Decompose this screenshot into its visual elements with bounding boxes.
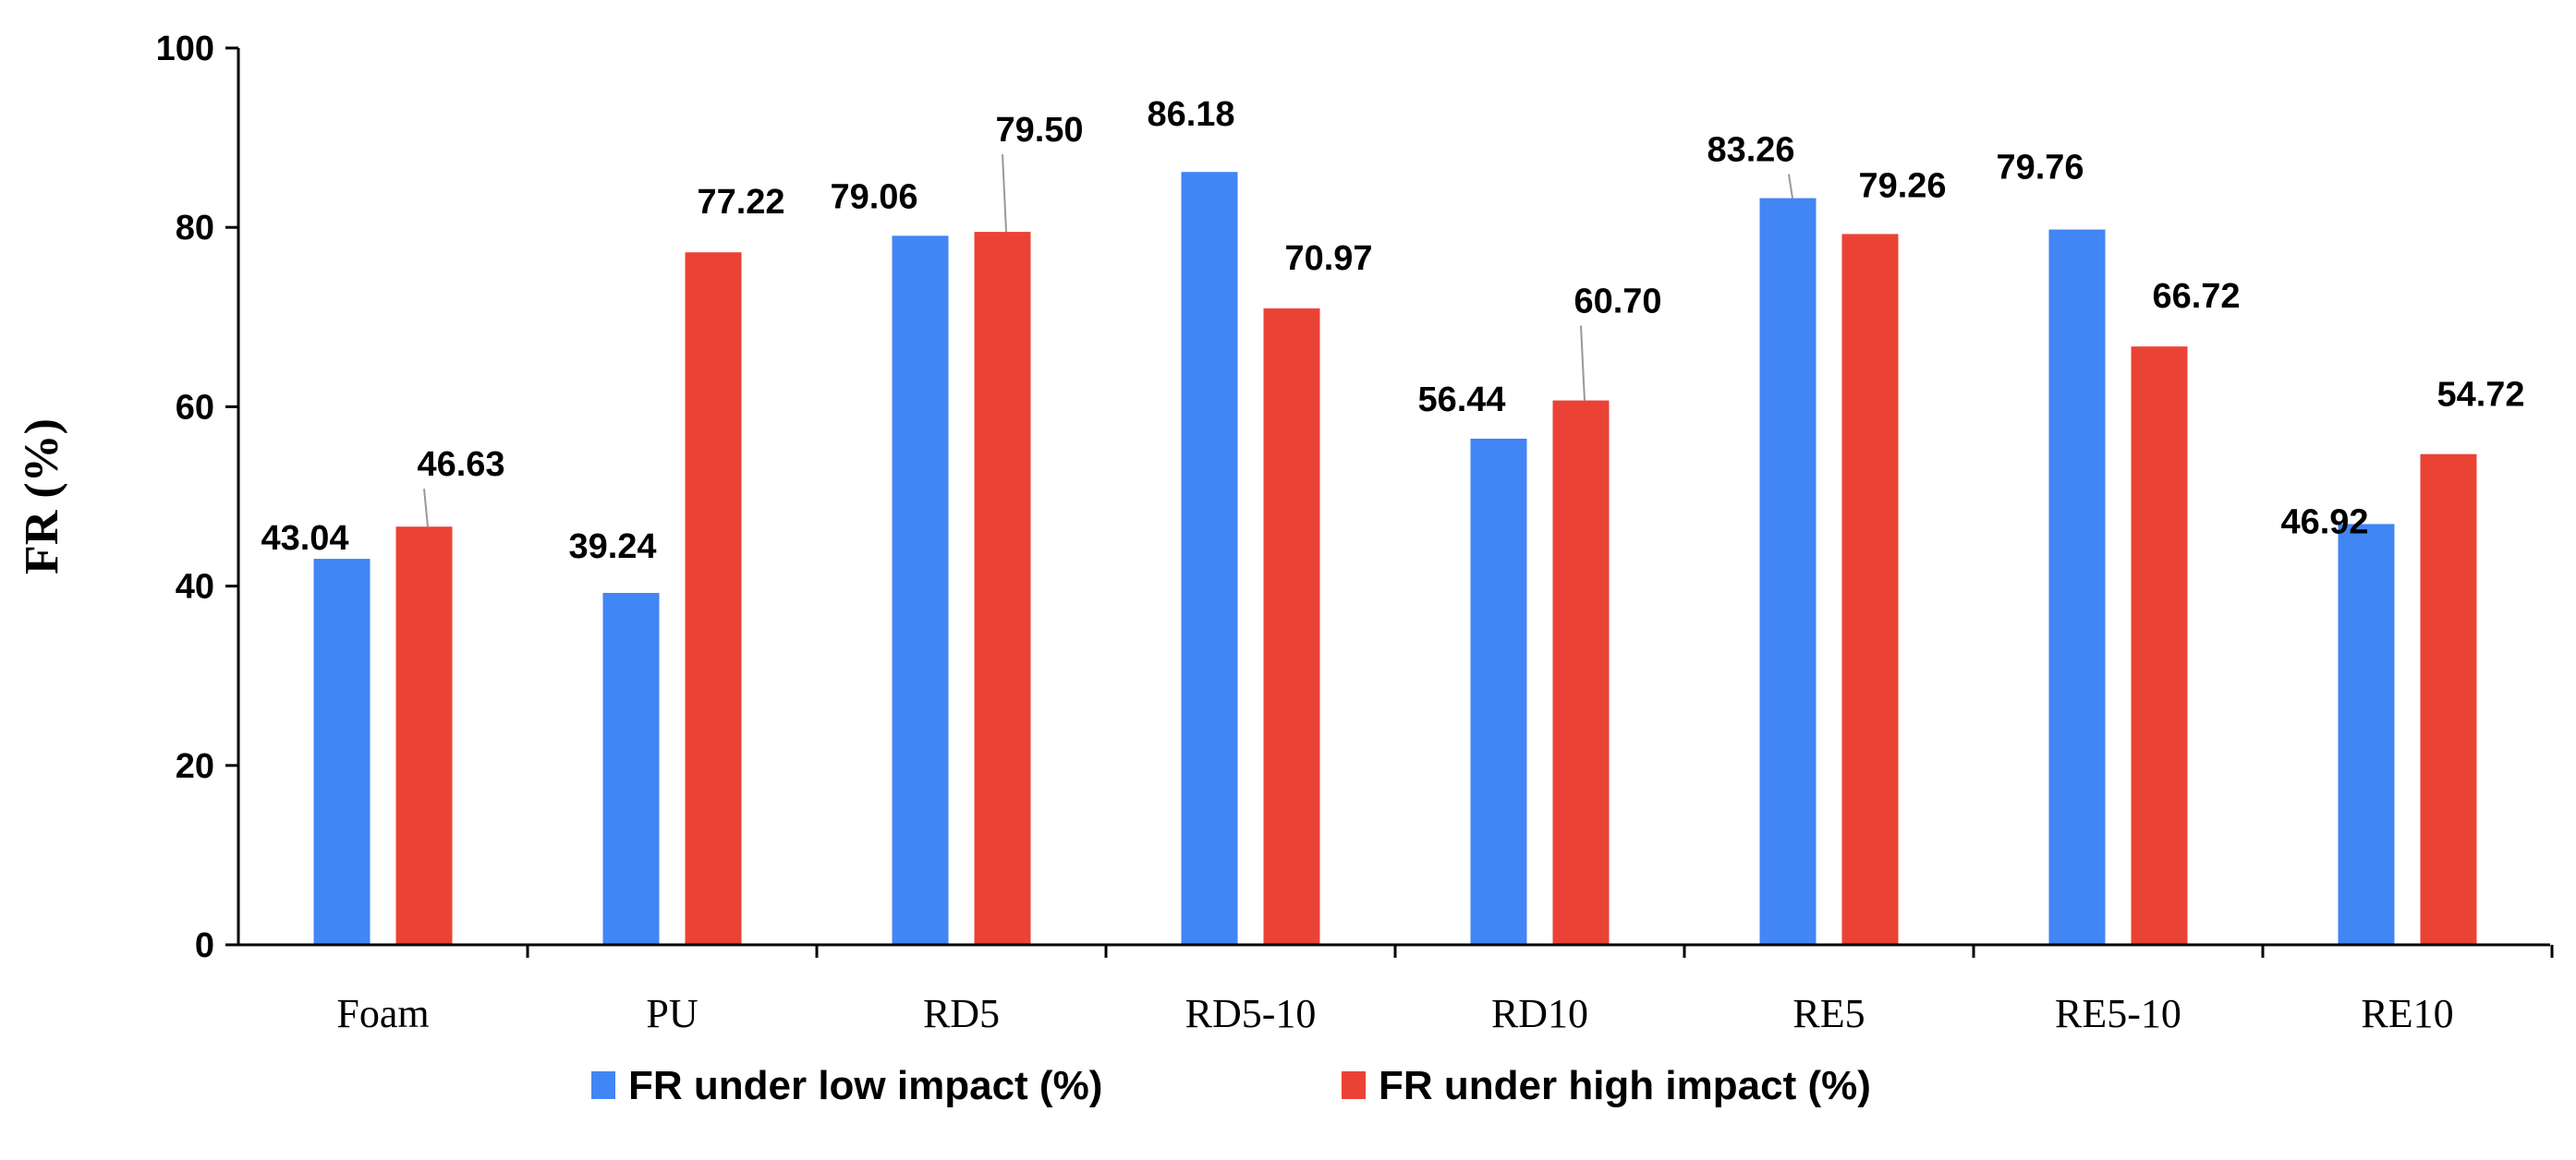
data-label-high-rd10: 60.70: [1574, 283, 1661, 321]
data-label-low-rd10: 56.44: [1417, 381, 1505, 419]
leader-lines-layer: [423, 154, 1793, 527]
legend-swatch-low: [591, 1071, 615, 1099]
x-tick-label: Foam: [336, 991, 429, 1036]
data-label-high-re5: 79.26: [1858, 166, 1946, 205]
data-label-high-foam: 46.63: [417, 445, 504, 484]
legend-label-low: FR under low impact (%): [628, 1063, 1102, 1108]
data-label-low-rd5-10: 86.18: [1147, 95, 1234, 134]
bar-high-pu: [685, 252, 742, 945]
legend: FR under low impact (%) FR under high imp…: [591, 1063, 1871, 1108]
bar-high-re5: [1841, 234, 1899, 946]
data-label-high-rd5-10: 70.97: [1284, 239, 1372, 278]
bars-layer: [313, 172, 2477, 946]
x-tick-label: RD10: [1491, 991, 1588, 1036]
x-tick-label: RD5: [923, 991, 1000, 1036]
bar-high-re10: [2420, 453, 2477, 945]
bar-low-rd5: [892, 236, 949, 945]
y-tick-label: 60: [176, 388, 214, 427]
x-tick-label: RD5-10: [1185, 991, 1317, 1036]
data-labels-layer: 43.04 46.63 39.24 77.22 79.06 79.50 86.18 70.97…: [261, 95, 2524, 566]
y-tick-label: 40: [176, 568, 214, 607]
data-label-high-pu: 77.22: [697, 183, 784, 222]
y-tick-label: 100: [156, 30, 214, 68]
bar-low-pu: [602, 592, 660, 945]
data-label-low-rd5: 79.06: [830, 177, 917, 216]
y-tick-label: 0: [195, 926, 214, 965]
data-label-low-re10: 46.92: [2280, 502, 2368, 541]
bar-high-foam: [395, 526, 453, 945]
leader-line-high-rd5: [1002, 154, 1007, 233]
leader-line-high-foam: [423, 489, 429, 527]
y-axis-label: FR (%): [16, 418, 68, 574]
data-label-high-re10: 54.72: [2436, 376, 2524, 415]
bar-low-re5-10: [2048, 229, 2106, 945]
leader-line-high-rd10: [1580, 325, 1586, 401]
bar-high-rd5-10: [1263, 308, 1320, 945]
leader-line-low-re5: [1788, 174, 1793, 199]
x-tick-label: RE10: [2361, 991, 2453, 1036]
y-tick-label: 80: [176, 209, 214, 248]
bar-low-foam: [313, 559, 371, 945]
x-tick-label: RE5-10: [2055, 991, 2181, 1036]
bar-low-re5: [1759, 198, 1817, 945]
bar-low-rd5-10: [1181, 172, 1238, 945]
x-tick-label: PU: [646, 991, 698, 1036]
legend-swatch-high: [1342, 1071, 1366, 1099]
bar-low-rd10: [1470, 438, 1527, 945]
data-label-low-foam: 43.04: [261, 519, 348, 558]
data-label-high-re5-10: 66.72: [2152, 277, 2240, 316]
y-tick-label: 20: [176, 747, 214, 786]
bar-low-re10: [2338, 524, 2395, 945]
data-label-low-re5-10: 79.76: [1996, 149, 2084, 187]
data-label-low-re5: 83.26: [1707, 131, 1794, 170]
bar-high-rd10: [1552, 400, 1610, 945]
data-label-high-rd5: 79.50: [995, 111, 1083, 150]
bar-high-re5-10: [2131, 346, 2188, 945]
x-tick-label: RE5: [1792, 991, 1865, 1036]
data-label-low-pu: 39.24: [568, 527, 656, 566]
legend-label-high: FR under high impact (%): [1379, 1063, 1871, 1108]
axes-layer: 0 20 40 60 80 100 Foam PU RD5 RD5-10 RD10 RE5 RE5-10…: [16, 30, 2554, 1036]
bar-high-rd5: [974, 232, 1031, 945]
